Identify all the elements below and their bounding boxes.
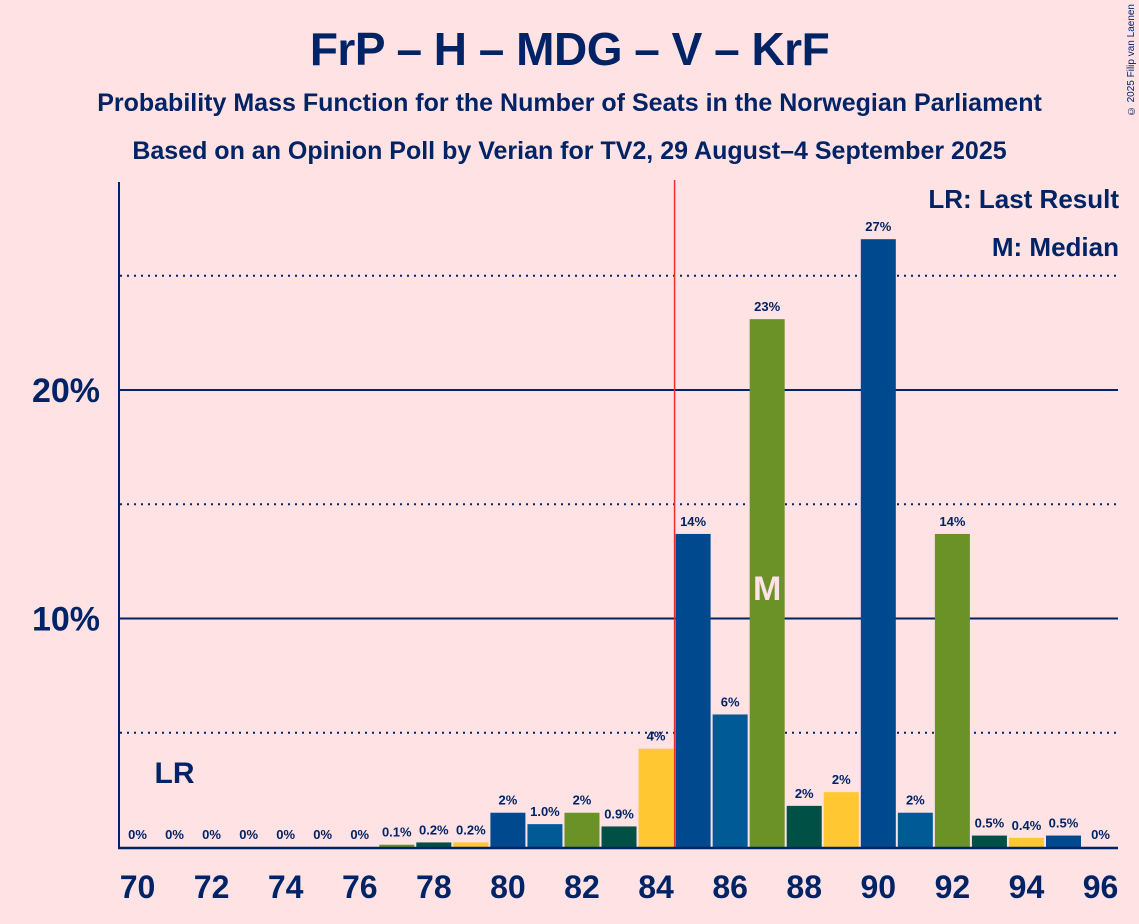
bar-seat-87 [749,319,785,847]
x-tick-label: 92 [935,869,971,905]
bar-value-label: 1.0% [530,804,560,819]
x-tick-label: 94 [1009,869,1045,905]
bar-value-label: 0.2% [419,822,449,837]
y-axis-tick-labels: 10% 20% [32,372,100,639]
legend-last-result: LR: Last Result [928,184,1119,214]
x-axis-tick-labels: 70 72 74 76 78 80 82 84 86 88 90 92 94 96 [120,869,1119,905]
x-tick-label: 70 [120,869,156,905]
bar-seat-93 [971,835,1007,847]
bar-value-label: 14% [939,514,965,529]
bar-seat-95 [1046,835,1081,847]
bar-value-label: 0.9% [604,806,634,821]
x-tick-label: 72 [194,869,230,905]
bar-seat-88 [786,805,822,847]
bar-seat-89 [823,792,859,847]
bar-seat-83 [601,826,637,847]
bar-seat-84 [638,748,674,847]
y-tick-label: 20% [32,372,100,410]
bar-value-label: 0.2% [456,822,486,837]
x-tick-label: 96 [1083,869,1119,905]
chart-subtitle: Probability Mass Function for the Number… [97,89,1042,117]
x-tick-label: 82 [564,869,600,905]
bar-value-label: 6% [721,694,740,709]
bar-value-label: 0.1% [382,825,412,840]
bar-value-label: 0% [239,827,258,842]
bar-seat-78 [416,842,452,847]
bar-value-label: 14% [680,514,706,529]
bar-seat-81 [527,824,563,847]
x-tick-label: 84 [638,869,674,905]
bar-value-label: 0.5% [975,816,1005,831]
bar-value-label: 4% [647,729,666,744]
bar-seat-79 [453,842,489,847]
chart-title: FrP – H – MDG – V – KrF [309,23,830,75]
bar-value-label: 0.5% [1049,816,1079,831]
bar-seat-77 [379,844,415,847]
bar-seat-90 [860,239,896,847]
x-tick-label: 90 [861,869,897,905]
bar-seat-80 [490,812,526,847]
bar-value-label: 2% [795,786,814,801]
x-tick-label: 80 [490,869,526,905]
bar-value-label: 27% [865,219,891,234]
bar-seat-92 [934,533,970,847]
bar-seat-85 [675,533,711,847]
bar-value-label: 0% [313,827,332,842]
bar-value-label: 0.4% [1012,818,1042,833]
bar-value-label: 2% [573,793,592,808]
bar-seat-82 [564,812,600,847]
x-tick-label: 78 [416,869,452,905]
bar-seat-86 [712,714,748,847]
bar-value-label: 0% [1091,827,1110,842]
bar-value-label: 0% [128,827,147,842]
x-tick-label: 86 [712,869,748,905]
bar-value-label: 23% [754,299,780,314]
bar-value-label: 0% [202,827,221,842]
legend-median: M: Median [991,232,1119,262]
bars [379,239,1081,847]
bar-value-labels: 0% 0% 0% 0% 0% 0% 0% 0.1% 0.2% 0.2% 2% 1.0% 2% 0.9% 4%… [128,219,1110,842]
x-tick-label: 74 [268,869,304,905]
x-tick-label: 76 [342,869,378,905]
last-result-marker: LR [155,757,195,790]
bar-value-label: 2% [832,772,851,787]
bar-seat-91 [897,812,933,847]
bar-value-label: 2% [906,793,925,808]
bar-value-label: 2% [499,793,518,808]
bar-value-label: 0% [350,827,369,842]
bar-seat-94 [1008,837,1044,847]
chart-source-line: Based on an Opinion Poll by Verian for T… [132,137,1007,165]
bar-value-label: 0% [276,827,295,842]
annotations: LR M [155,180,781,847]
bar-value-label: 0% [165,827,184,842]
y-tick-label: 10% [32,601,100,639]
x-tick-label: 88 [786,869,822,905]
median-marker: M [753,570,781,608]
